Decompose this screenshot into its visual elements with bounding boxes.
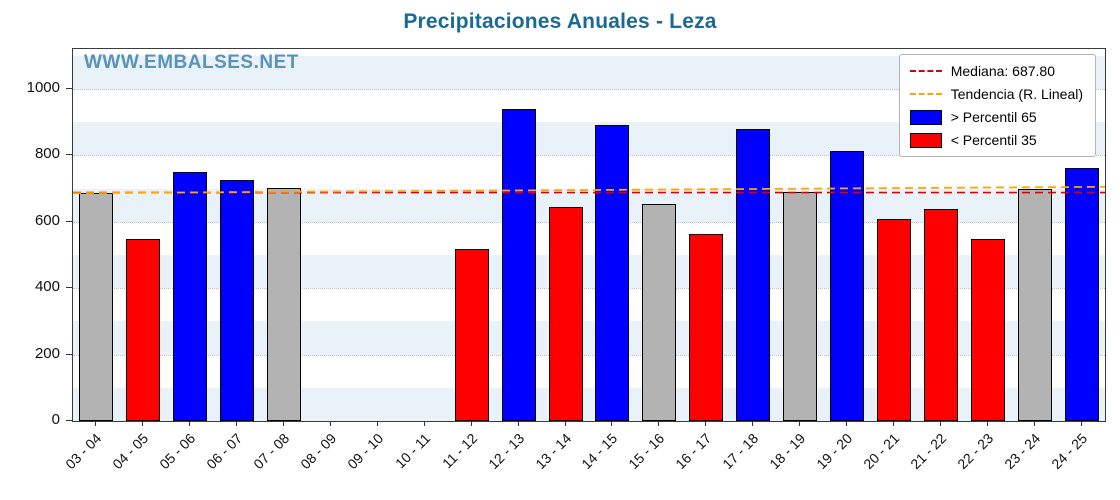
- y-axis-tick: [66, 220, 72, 222]
- x-axis-tick: [376, 421, 378, 426]
- x-axis-tick: [470, 421, 472, 426]
- trend-line-sample: [909, 93, 942, 95]
- legend-item-tendencia: Tendencia (R. Lineal): [909, 86, 1083, 102]
- legend: Mediana: 687.80 Tendencia (R. Lineal) > …: [898, 54, 1096, 157]
- watermark: WWW.EMBALSES.NET: [84, 52, 299, 73]
- x-axis-tick: [1080, 421, 1082, 426]
- x-axis-tick: [752, 421, 754, 426]
- bar: [220, 180, 255, 421]
- y-axis-tick: [66, 420, 72, 421]
- bar: [783, 192, 818, 421]
- x-axis-tick: [330, 421, 331, 426]
- low-percentile-swatch: [909, 132, 942, 148]
- y-axis-tick: [66, 154, 72, 156]
- x-axis-tick: [705, 421, 707, 426]
- x-axis-tick: [658, 421, 660, 426]
- bar: [173, 171, 208, 421]
- x-axis-tick: [142, 421, 144, 426]
- x-axis-tick: [95, 421, 97, 426]
- bar: [501, 108, 536, 421]
- x-axis-tick: [236, 421, 238, 426]
- bar: [876, 219, 911, 421]
- y-axis-tick: [66, 353, 72, 355]
- high-percentile-swatch: [909, 109, 942, 125]
- y-axis-tick: [66, 87, 72, 89]
- y-tick-label: 200: [34, 344, 60, 362]
- bar: [923, 209, 958, 421]
- y-tick-label: 1000: [26, 78, 60, 96]
- legend-label-low: < Percentil 35: [950, 132, 1037, 148]
- legend-label-tendencia: Tendencia (R. Lineal): [950, 86, 1083, 102]
- x-axis-tick: [611, 421, 613, 426]
- x-axis-tick: [517, 421, 519, 426]
- x-axis-tick: [799, 421, 801, 426]
- y-tick-label: 600: [34, 211, 60, 229]
- x-axis-tick: [986, 421, 988, 426]
- bar: [548, 206, 583, 421]
- legend-item-high: > Percentil 65: [909, 109, 1083, 125]
- legend-label-mediana: Mediana: 687.80: [950, 63, 1056, 79]
- bar: [595, 125, 630, 421]
- bar: [642, 204, 677, 421]
- bar: [1017, 188, 1052, 421]
- x-axis-tick: [892, 421, 894, 426]
- bar: [267, 187, 302, 421]
- x-axis-tick: [939, 421, 941, 426]
- grid-line: [73, 88, 1105, 90]
- bar: [689, 234, 724, 421]
- mediana-line-sample: [909, 70, 942, 72]
- x-axis-tick: [846, 421, 847, 426]
- y-tick-label: 400: [34, 278, 60, 296]
- x-axis-tick: [1033, 421, 1035, 426]
- bar: [126, 238, 161, 421]
- grid-line: [73, 354, 1105, 356]
- grid-line: [73, 221, 1105, 223]
- y-tick-label: 800: [34, 145, 60, 163]
- grid-line: [73, 288, 1105, 290]
- x-axis-tick: [189, 421, 191, 426]
- y-tick-label: 0: [51, 411, 60, 428]
- bar: [830, 151, 864, 421]
- legend-label-high: > Percentil 65: [950, 109, 1037, 125]
- x-axis-tick: [283, 421, 285, 426]
- bar: [736, 128, 771, 421]
- bar: [454, 248, 489, 421]
- bar: [79, 193, 114, 421]
- bar: [1064, 167, 1099, 421]
- bar: [970, 238, 1005, 421]
- grid-line: [73, 155, 1105, 157]
- x-axis-tick: [564, 421, 566, 426]
- chart-title: Precipitaciones Anuales - Leza: [403, 10, 717, 33]
- legend-item-low: < Percentil 35: [909, 132, 1083, 148]
- y-axis-tick: [66, 287, 72, 289]
- legend-item-mediana: Mediana: 687.80: [909, 63, 1083, 79]
- x-axis-tick: [423, 421, 425, 426]
